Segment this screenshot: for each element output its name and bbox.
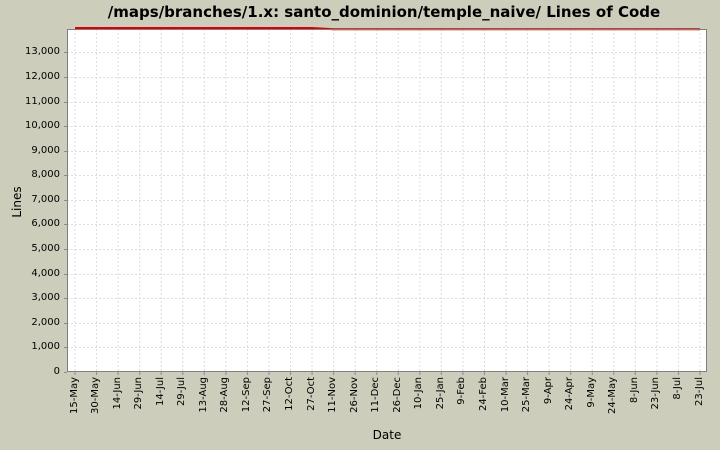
x-tick-label: 14-Jul [154,377,166,406]
y-tick-label: 1,000 [31,341,60,353]
y-tick-label: 0 [53,366,60,377]
x-tick-label: 23-Jul [693,377,705,406]
x-tick-label: 25-Mar [521,377,533,413]
x-tick-label: 25-Jan [434,377,446,410]
y-tick-label: 9,000 [31,144,60,156]
x-tick-label: 11-Nov [327,377,339,413]
x-tick-label: 14-Jun [111,377,123,410]
x-tick-label: 24-Feb [477,377,489,412]
x-tick-label: 24-Apr [564,377,576,411]
y-tick-label: 12,000 [25,70,60,82]
x-tick-label: 10-Mar [499,377,511,413]
x-tick-label: 30-May [90,377,102,415]
x-tick-label: 9-May [585,377,597,408]
y-tick-label: 10,000 [25,120,60,132]
x-tick-label: 29-Jun [133,377,145,410]
y-tick-label: 11,000 [25,95,60,107]
x-tick-label: 28-Aug [219,377,231,413]
x-tick-label: 26-Dec [391,377,403,413]
plot-border [67,29,707,372]
x-tick-label: 10-Jan [413,377,425,410]
x-tick-label: 27-Oct [305,377,317,411]
x-tick-label: 26-Nov [348,377,360,413]
x-tick-label: 13-Aug [197,377,209,413]
y-tick-label: 8,000 [31,169,60,181]
x-tick-label: 24-May [607,377,619,415]
x-tick-label: 9-Apr [542,377,554,405]
y-tick-label: 13,000 [25,46,60,58]
y-tick-label: 3,000 [31,292,60,304]
x-tick-label: 11-Dec [370,377,382,413]
x-tick-label: 12-Sep [240,377,252,413]
y-tick-label: 7,000 [31,193,60,205]
y-axis-title: Lines [10,186,24,218]
x-tick-label: 15-May [68,377,80,415]
x-tick-label: 12-Oct [284,377,296,411]
x-tick-label: 29-Jul [176,377,188,406]
y-tick-label: 4,000 [31,267,60,279]
x-tick-label: 8-Jul [671,377,683,400]
x-tick-label: 27-Sep [262,377,274,413]
x-tick-label: 9-Feb [456,377,468,405]
y-tick-label: 6,000 [31,218,60,230]
x-axis-title: Date [372,428,402,442]
y-tick-label: 5,000 [31,243,60,255]
y-tick-label: 2,000 [31,316,60,328]
chart-title: /maps/branches/1.x: santo_dominion/templ… [107,3,661,21]
x-tick-label: 23-Jun [650,377,662,410]
x-tick-label: 8-Jun [628,377,640,404]
